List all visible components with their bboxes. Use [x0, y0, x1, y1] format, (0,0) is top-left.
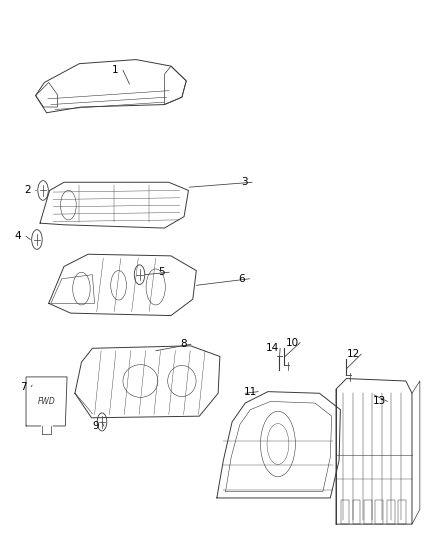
- Text: 3: 3: [241, 177, 247, 187]
- Text: 10: 10: [286, 337, 299, 348]
- Text: 6: 6: [238, 274, 245, 284]
- Text: 4: 4: [15, 231, 21, 241]
- Text: 11: 11: [244, 386, 257, 397]
- Text: 14: 14: [265, 343, 279, 353]
- Text: 8: 8: [180, 339, 187, 349]
- Text: 12: 12: [347, 349, 360, 359]
- Text: 7: 7: [20, 382, 27, 392]
- Text: 1: 1: [112, 65, 118, 75]
- Text: 13: 13: [373, 397, 386, 407]
- Text: FWD: FWD: [38, 397, 56, 406]
- Text: 5: 5: [158, 267, 165, 277]
- Text: 2: 2: [25, 185, 31, 196]
- Text: 9: 9: [92, 421, 99, 431]
